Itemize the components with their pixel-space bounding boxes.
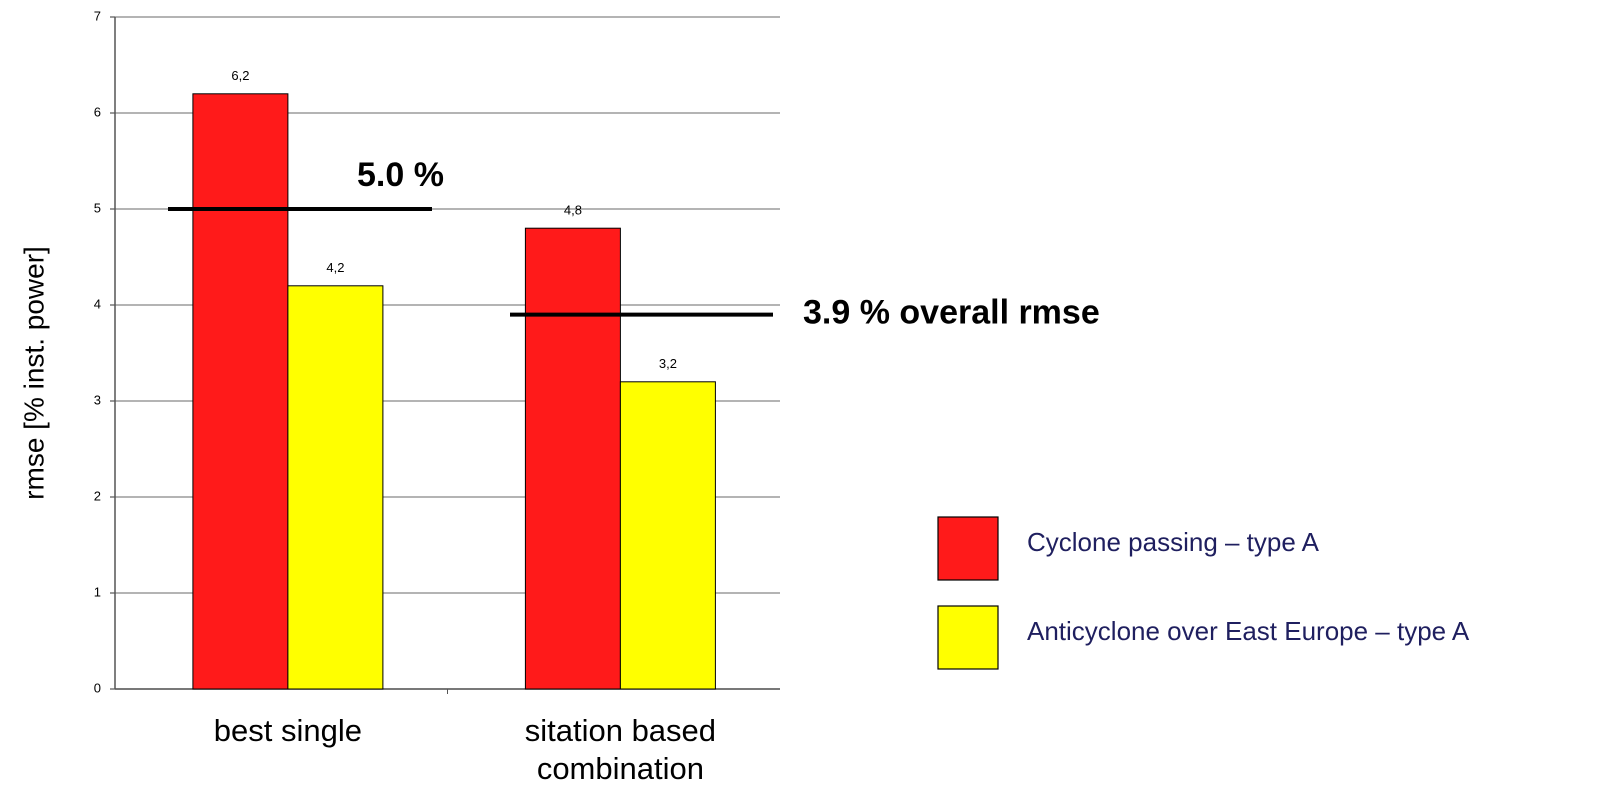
y-tick-label: 5 <box>94 200 101 215</box>
annotation: 3.9 % overall rmse <box>803 294 1100 332</box>
legend-label: Cyclone passing – type A <box>1027 527 1320 557</box>
x-tick-label: sitation based combination <box>524 713 717 786</box>
y-tick-label: 7 <box>94 8 101 23</box>
legend-swatch <box>937 605 999 670</box>
y-tick-label: 0 <box>94 680 101 695</box>
y-tick-label: 6 <box>94 104 101 119</box>
data-label: 6,2 <box>231 68 249 83</box>
data-label: 4,2 <box>326 260 344 275</box>
bar <box>192 93 289 690</box>
bar <box>619 381 716 690</box>
y-tick-label: 2 <box>94 488 101 503</box>
bar <box>287 285 384 690</box>
x-tick-label: best single <box>213 713 362 748</box>
bar <box>524 227 621 690</box>
annotation: 5.0 % <box>357 156 444 194</box>
data-label: 3,2 <box>659 356 677 371</box>
y-axis-label: rmse [% inst. power] <box>18 246 49 500</box>
legend-swatch <box>937 516 999 581</box>
legend-label: Anticyclone over East Europe – type A <box>1027 616 1470 646</box>
y-tick-label: 3 <box>94 392 101 407</box>
y-tick-label: 1 <box>94 584 101 599</box>
data-label: 4,8 <box>564 203 582 218</box>
y-tick-label: 4 <box>94 296 101 311</box>
